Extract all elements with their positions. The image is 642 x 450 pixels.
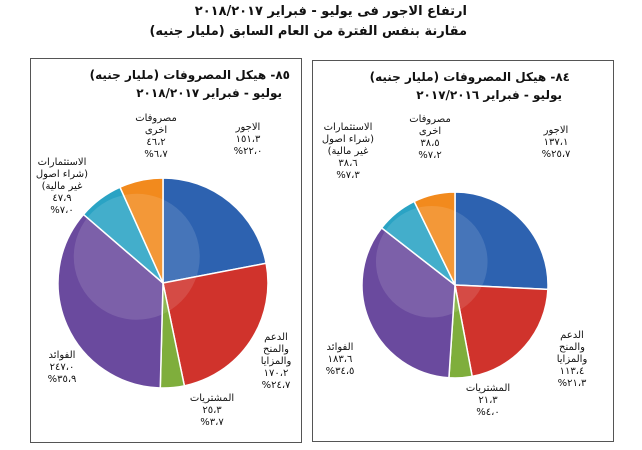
value-label: ١١٣،٤ xyxy=(559,366,585,377)
percentage-label: ٣٤،٥% xyxy=(325,366,355,377)
category-label: الفوائد xyxy=(326,342,354,353)
pie-slice xyxy=(162,262,269,387)
pie-slice xyxy=(454,284,549,378)
chart-subtitle: يوليو - فبراير ٢٠١٧/٢٠١٦ xyxy=(416,88,562,102)
category-label: المشتريات xyxy=(189,393,235,404)
category-label: الدعم والمنح والمزايا xyxy=(260,332,292,367)
pie-slice xyxy=(162,177,268,284)
slice-label: الاجور ١٣٧،١ ٢٥،٧% xyxy=(542,125,571,161)
category-label: الاجور xyxy=(543,125,569,136)
slice-label: مصروفات اخرى ٣٨،٥ ٧،٢% xyxy=(409,114,451,162)
value-label: ٢٥،٣ xyxy=(202,405,222,416)
slice-label: الاستثمارات (شراء اصول غير مالية) ٤٧،٩ ٧،٠… xyxy=(36,157,88,217)
slice-label: الاجور ١٥١،٣ ٢٢،٠% xyxy=(234,122,263,158)
slice-label: المشتريات ٢١،٣ ٤،٠% xyxy=(466,383,510,419)
value-label: ٣٨،٥ xyxy=(420,138,440,149)
value-label: ٢١،٣ xyxy=(478,395,498,406)
percentage-label: ٢٢،٠% xyxy=(233,146,263,157)
page-title: ارتفاع الاجور فى يوليو - فبراير ٢٠١٨/٢٠١… xyxy=(194,4,467,19)
value-label: ٤٦،٢ xyxy=(146,137,166,148)
pie-slice xyxy=(119,177,164,284)
category-label: مصروفات اخرى xyxy=(135,113,177,136)
pie-slice xyxy=(454,191,549,291)
value-label: ٣٨،٦ xyxy=(338,158,358,169)
percentage-label: ٧،٢% xyxy=(418,150,442,161)
slice-label: المشتريات ٢٥،٣ ٣،٧% xyxy=(190,393,234,429)
slice-label: الدعم والمنح والمزايا ١١٣،٤ ٢١،٣% xyxy=(557,330,588,390)
value-label: ٢٤٧،٠ xyxy=(49,362,75,373)
panel xyxy=(30,58,302,443)
percentage-label: ٧،٠% xyxy=(50,205,74,216)
value-label: ١٣٧،١ xyxy=(543,137,569,148)
value-label: ٤٧،٩ xyxy=(52,193,72,204)
percentage-label: ٣،٧% xyxy=(200,417,224,428)
chart-title: ٨٤- هيكل المصروفات (مليار جنيه) xyxy=(369,70,570,84)
chart-title: ٨٥- هيكل المصروفات (مليار جنيه) xyxy=(89,68,290,82)
category-label: مصروفات اخرى xyxy=(409,114,451,137)
pie-slice xyxy=(57,213,164,389)
percentage-label: ٢١،٣% xyxy=(557,378,587,389)
category-label: الاستثمارات (شراء اصول غير مالية) xyxy=(321,122,375,157)
pie-slice xyxy=(361,226,456,379)
category-label: الدعم والمنح والمزايا xyxy=(556,330,588,365)
percentage-label: ٤،٠% xyxy=(476,407,500,418)
category-label: الفوائد xyxy=(48,350,76,361)
value-label: ١٧٠،٢ xyxy=(263,368,289,379)
pie-slice xyxy=(413,191,456,286)
panel xyxy=(312,60,614,442)
value-label: ١٨٣،٦ xyxy=(327,354,353,365)
percentage-label: ٣٥،٩% xyxy=(47,374,77,385)
slice-label: الفوائد ١٨٣،٦ ٣٤،٥% xyxy=(326,342,355,378)
percentage-label: ٧،٣% xyxy=(336,170,360,181)
percentage-label: ٢٥،٧% xyxy=(541,149,571,160)
slice-label: الاستثمارات (شراء اصول غير مالية) ٣٨،٦ ٧،٣… xyxy=(322,122,374,182)
slice-label: الدعم والمنح والمزايا ١٧٠،٢ ٢٤،٧% xyxy=(261,332,292,392)
slice-label: الفوائد ٢٤٧،٠ ٣٥،٩% xyxy=(48,350,77,386)
category-label: الاستثمارات (شراء اصول غير مالية) xyxy=(35,157,89,192)
value-label: ١٥١،٣ xyxy=(235,134,261,145)
percentage-label: ٢٤،٧% xyxy=(261,380,291,391)
chart-subtitle: يوليو - فبراير ٢٠١٨/٢٠١٧ xyxy=(136,86,282,100)
percentage-label: ٦،٧% xyxy=(144,149,168,160)
category-label: الاجور xyxy=(235,122,261,133)
category-label: المشتريات xyxy=(465,383,511,394)
page-subtitle: مقارنة بنفس الفترة من العام السابق (مليا… xyxy=(149,24,467,39)
slice-label: مصروفات اخرى ٤٦،٢ ٦،٧% xyxy=(135,113,177,161)
